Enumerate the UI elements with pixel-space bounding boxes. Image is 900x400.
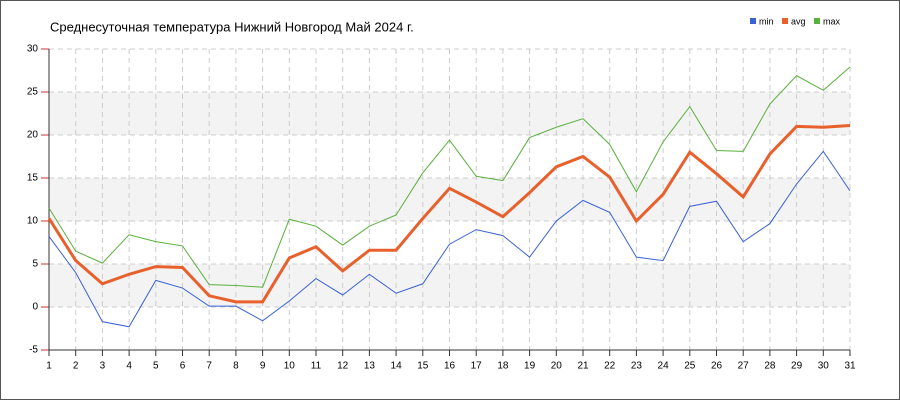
- x-tick-label: 30: [818, 361, 830, 372]
- x-tick-label: 12: [337, 361, 349, 372]
- y-tick-label: -5: [29, 345, 38, 356]
- y-tick-label: 5: [32, 259, 38, 270]
- x-tick-label: 17: [471, 361, 483, 372]
- x-tick-label: 20: [551, 361, 563, 372]
- x-tick-label: 19: [524, 361, 536, 372]
- y-tick-label: 10: [27, 216, 39, 227]
- chart-title: Среднесуточная температура Нижний Новгор…: [50, 19, 414, 34]
- x-tick-label: 11: [311, 361, 322, 372]
- y-tick-label: 20: [27, 130, 39, 141]
- x-tick-label: 14: [391, 361, 403, 372]
- x-tick-label: 28: [764, 361, 776, 372]
- x-tick-label: 9: [260, 361, 266, 372]
- x-tick-label: 26: [711, 361, 723, 372]
- x-tick-label: 6: [180, 361, 186, 372]
- x-tick-label: 21: [577, 361, 589, 372]
- x-tick-label: 22: [604, 361, 616, 372]
- y-tick-label: 25: [27, 87, 39, 98]
- legend-label: min: [759, 16, 774, 26]
- x-tick-label: 18: [497, 361, 509, 372]
- x-tick-label: 15: [417, 361, 429, 372]
- x-tick-label: 8: [233, 361, 239, 372]
- x-tick-label: 29: [791, 361, 803, 372]
- x-tick-label: 31: [844, 361, 856, 372]
- x-tick-label: 7: [206, 361, 212, 372]
- x-tick-label: 10: [284, 361, 296, 372]
- y-tick-label: 15: [27, 173, 39, 184]
- x-tick-label: 16: [444, 361, 456, 372]
- legend-swatch: [750, 18, 756, 24]
- legend-swatch: [814, 18, 820, 24]
- series-line: [48, 150, 851, 328]
- series-line: [48, 66, 851, 288]
- x-tick-label: 3: [100, 361, 106, 372]
- x-tick-label: 27: [738, 361, 750, 372]
- series-line: [47, 124, 851, 304]
- x-tick-label: 23: [631, 361, 643, 372]
- y-tick-label: 30: [27, 44, 39, 55]
- x-tick-label: 4: [126, 361, 132, 372]
- x-tick-label: 24: [658, 361, 670, 372]
- x-tick-label: 25: [684, 361, 696, 372]
- x-tick-label: 2: [73, 361, 79, 372]
- legend-label: max: [823, 16, 841, 26]
- x-tick-label: 1: [46, 361, 52, 372]
- x-tick-label: 13: [364, 361, 376, 372]
- legend-label: avg: [791, 16, 806, 26]
- legend-swatch: [782, 18, 788, 24]
- x-tick-label: 5: [153, 361, 159, 372]
- y-tick-label: 0: [32, 302, 38, 313]
